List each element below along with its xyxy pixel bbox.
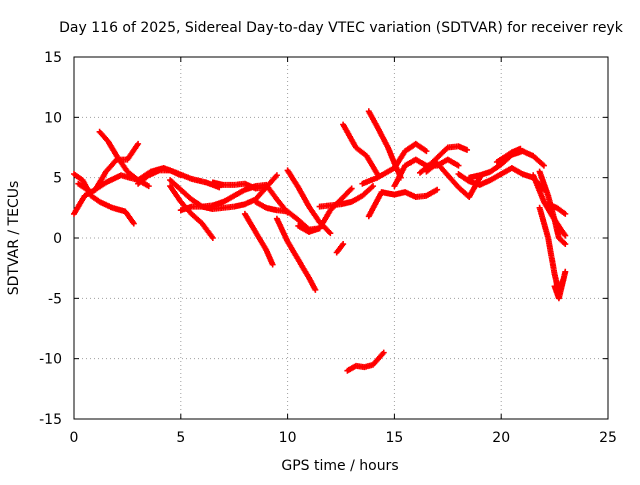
data-point-markers (333, 241, 347, 256)
x-tick-label: 10 (279, 430, 297, 446)
data-marks (71, 108, 569, 374)
y-tick-label: -15 (39, 412, 62, 428)
series-trace-22 (417, 143, 471, 176)
series-trace-20 (365, 186, 441, 220)
data-point-markers (273, 215, 319, 293)
data-point-markers (365, 186, 441, 220)
series-trace-31 (545, 201, 569, 217)
chart-title: Day 116 of 2025, Sidereal Day-to-day VTE… (59, 20, 624, 36)
series-trace-12 (273, 215, 319, 293)
data-point-markers (284, 167, 334, 237)
series-trace-32 (344, 349, 387, 374)
y-tick-labels: -15 -10 -5 0 5 10 15 (39, 50, 62, 428)
series-trace-19 (359, 140, 430, 187)
data-point-markers (493, 145, 524, 165)
plot-frame (73, 56, 609, 420)
x-tick-label: 25 (599, 430, 617, 446)
y-tick-label: 0 (53, 231, 62, 247)
series-trace-15 (316, 183, 377, 210)
data-point-markers (340, 121, 381, 178)
x-axis-label: GPS time / hours (281, 458, 398, 474)
data-point-markers (365, 108, 404, 181)
y-tick-label: -10 (39, 352, 62, 368)
series-trace-16 (333, 241, 347, 256)
series-trace-17 (340, 121, 381, 178)
data-point-markers (344, 349, 387, 374)
series-trace-09 (209, 179, 270, 192)
y-tick-label: 15 (44, 50, 62, 66)
x-tick-label: 0 (70, 430, 79, 446)
data-point-markers (545, 201, 569, 217)
x-tick-label: 5 (176, 430, 185, 446)
data-point-markers (209, 179, 270, 192)
data-point-markers (316, 183, 377, 210)
y-tick-label: 5 (53, 171, 62, 187)
data-point-markers (75, 165, 223, 196)
data-point-markers (417, 143, 471, 176)
grid-layer (74, 57, 608, 419)
series-trace-13 (284, 167, 334, 237)
y-tick-label: 10 (44, 110, 62, 126)
series-trace-06 (167, 183, 216, 241)
x-tick-label: 15 (385, 430, 403, 446)
data-point-markers (551, 268, 569, 302)
series-trace-26 (493, 145, 524, 165)
data-point-markers (241, 210, 276, 268)
x-tick-label: 20 (492, 430, 510, 446)
series-trace-05 (135, 167, 184, 187)
x-tick-labels: 0 5 10 15 20 25 (70, 430, 617, 446)
series-trace-30 (551, 268, 569, 302)
data-point-markers (359, 140, 430, 187)
data-point-markers (135, 167, 184, 187)
series-trace-18 (365, 108, 404, 181)
y-axis-label: SDTVAR / TECUs (6, 181, 22, 296)
series-trace-04 (75, 165, 223, 196)
data-point-markers (167, 183, 216, 241)
series-trace-10 (241, 210, 276, 268)
y-tick-label: -5 (48, 291, 62, 307)
